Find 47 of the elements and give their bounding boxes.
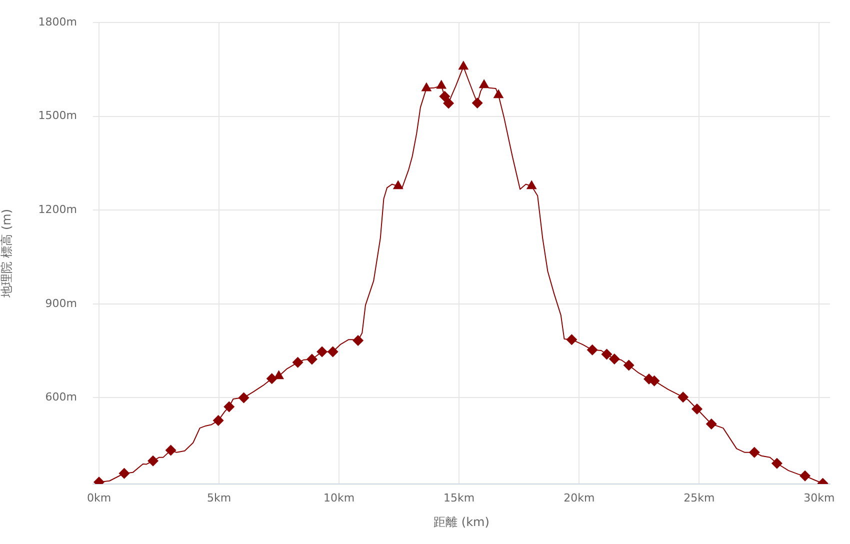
- point: [493, 89, 504, 98]
- point: [692, 403, 703, 414]
- y-tick-label: 1800m: [38, 15, 77, 28]
- point: [771, 458, 782, 469]
- point: [566, 334, 578, 346]
- point: [586, 344, 598, 356]
- point: [224, 401, 235, 412]
- point: [238, 392, 250, 404]
- y-tick-label: 1500m: [38, 109, 77, 122]
- point: [678, 392, 689, 403]
- point: [352, 335, 364, 346]
- point: [421, 82, 432, 92]
- point: [392, 180, 404, 190]
- point: [706, 418, 717, 430]
- point: [165, 444, 176, 456]
- y-tick-label: 900m: [45, 296, 77, 310]
- point: [458, 60, 469, 70]
- point: [439, 90, 450, 102]
- point: [306, 354, 318, 365]
- point: [526, 180, 537, 190]
- point: [623, 360, 634, 371]
- point: [748, 446, 760, 458]
- x-tick-label: 30km: [804, 491, 835, 504]
- y-tick-label: 1200m: [38, 203, 77, 216]
- point: [266, 373, 278, 384]
- x-tick-label: 5km: [206, 491, 232, 504]
- y-axis-title: 地理院 標高 (m): [0, 208, 14, 299]
- point: [436, 80, 447, 89]
- point: [472, 97, 483, 108]
- x-tick-label: 20km: [564, 491, 595, 504]
- point: [292, 356, 304, 368]
- point: [601, 348, 612, 360]
- point: [800, 470, 811, 482]
- point: [608, 353, 620, 364]
- x-tick-label: 25km: [684, 491, 715, 504]
- point: [316, 346, 328, 358]
- x-tick-label: 0km: [86, 491, 112, 504]
- point: [118, 468, 130, 479]
- x-tick-label: 10km: [324, 491, 355, 504]
- point: [478, 79, 490, 88]
- x-tick-label: 15km: [444, 491, 475, 504]
- y-tick-label: 600m: [45, 390, 77, 404]
- point: [327, 346, 338, 358]
- point: [212, 415, 224, 426]
- point: [148, 455, 159, 466]
- point: [443, 98, 454, 109]
- x-axis-title: 距離 (km): [434, 514, 490, 529]
